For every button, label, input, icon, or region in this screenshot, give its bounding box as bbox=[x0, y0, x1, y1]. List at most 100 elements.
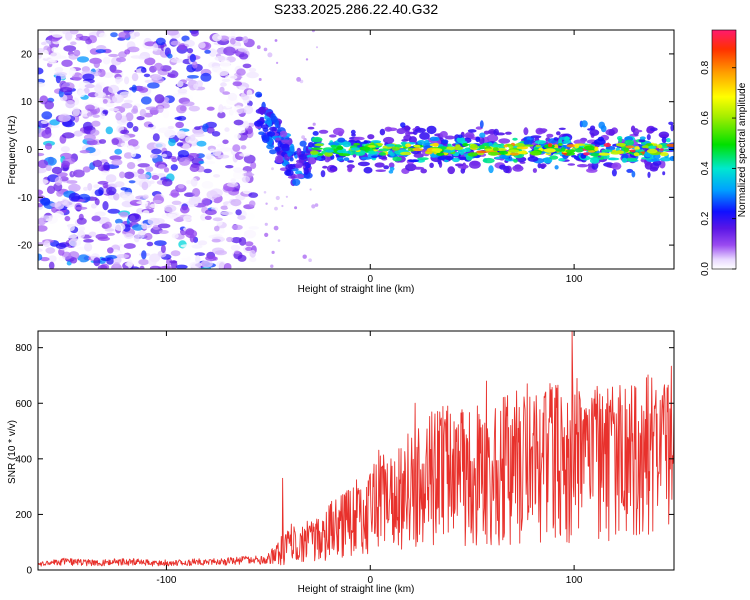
spectrogram-blob bbox=[111, 138, 120, 146]
spectrogram-blob bbox=[125, 112, 134, 122]
spectrogram-blob bbox=[311, 30, 315, 33]
spectrogram-blob bbox=[138, 87, 149, 93]
spectrogram-blob bbox=[170, 40, 181, 46]
spectrogram-blob bbox=[442, 139, 449, 144]
spectrogram-blob bbox=[127, 259, 133, 269]
spectrogram-blob bbox=[419, 132, 430, 140]
spectrogram-blob bbox=[317, 153, 324, 156]
spectrogram-blob bbox=[170, 189, 179, 198]
spectrogram-blob bbox=[38, 189, 44, 196]
spectrogram-blob bbox=[106, 232, 115, 236]
spectrogram-y-label: Frequency (Hz) bbox=[7, 116, 18, 185]
spectrogram-blob bbox=[220, 211, 234, 216]
spectrogram-blob bbox=[274, 206, 278, 211]
spectrogram-blob bbox=[182, 143, 191, 151]
spectrogram-blob bbox=[54, 176, 63, 186]
spectrogram-blob bbox=[119, 211, 129, 218]
spectrogram-blob bbox=[305, 58, 309, 61]
spectrogram-blob bbox=[158, 127, 170, 134]
spectrogram-blob bbox=[625, 157, 638, 162]
spectrogram-blob bbox=[167, 53, 173, 59]
spectrogram-blob bbox=[86, 112, 93, 117]
spectrogram-blob bbox=[196, 140, 207, 147]
spectrogram-blob bbox=[114, 148, 123, 155]
spectrogram-blob bbox=[350, 129, 356, 135]
spectrogram-blob bbox=[144, 232, 153, 241]
spectrogram-blob bbox=[322, 165, 328, 169]
spectrogram-blob bbox=[240, 145, 247, 150]
spectrogram-blob bbox=[629, 149, 636, 153]
spectrogram-blob bbox=[60, 146, 70, 153]
spectrogram-blob bbox=[69, 30, 79, 35]
spectrogram-blob bbox=[548, 143, 553, 148]
spectrogram-blob bbox=[93, 184, 100, 189]
spectrogram-blob bbox=[464, 132, 475, 140]
spectrogram-blob bbox=[532, 168, 538, 173]
spectrogram-blob bbox=[621, 157, 628, 163]
spectrogram-blob bbox=[457, 134, 463, 139]
spectrogram-blob bbox=[389, 166, 395, 171]
spectrogram-blob bbox=[456, 137, 466, 143]
spectrogram-blob bbox=[324, 151, 333, 157]
spectrogram-blob bbox=[498, 138, 511, 144]
spectrogram-blob bbox=[646, 148, 658, 154]
spectrogram-blob bbox=[158, 230, 169, 234]
spectrogram-blob bbox=[170, 164, 178, 171]
spectrogram-blob bbox=[189, 164, 200, 172]
spectrogram-blob bbox=[482, 157, 495, 164]
spectrogram-blob bbox=[192, 188, 201, 197]
spectrogram-blob bbox=[669, 155, 674, 162]
spectrogram-blob bbox=[124, 171, 135, 179]
spectrogram-blob bbox=[383, 165, 390, 170]
spectrogram-blob bbox=[260, 124, 269, 129]
spectrogram-blob bbox=[118, 233, 126, 240]
spectrogram-blob bbox=[127, 46, 140, 53]
spectrogram-blob bbox=[131, 84, 137, 93]
spectrogram-blob bbox=[144, 57, 156, 66]
spectrogram-blob bbox=[212, 149, 222, 157]
spectrogram-blob bbox=[631, 170, 636, 178]
spectrogram-blob bbox=[258, 131, 265, 135]
spectrogram-blob bbox=[141, 181, 149, 191]
spectrogram-blob bbox=[69, 257, 78, 264]
snr-x-tick-label: -100 bbox=[156, 575, 176, 586]
spectrogram-blob bbox=[560, 147, 566, 152]
spectrogram-blob bbox=[611, 169, 617, 177]
spectrogram-blob bbox=[102, 201, 109, 211]
spectrogram-blob bbox=[164, 204, 177, 213]
spectrogram-blob bbox=[130, 148, 137, 158]
spectrogram-blob bbox=[220, 59, 231, 69]
snr-y-tick-label: 800 bbox=[15, 343, 32, 354]
spectrogram-blob bbox=[61, 160, 71, 168]
spectrogram-blob bbox=[115, 76, 123, 83]
spectrogram-blob bbox=[371, 155, 378, 158]
spectrogram-blob bbox=[166, 30, 179, 36]
spectrogram-blob bbox=[135, 131, 144, 138]
spectrogram-blob bbox=[554, 165, 559, 170]
spectrogram-blob bbox=[656, 144, 663, 149]
spectrogram-blob bbox=[583, 152, 590, 156]
spectrogram-blob bbox=[431, 148, 443, 152]
spectrogram-blob bbox=[177, 88, 188, 94]
spectrogram-blob bbox=[355, 140, 361, 144]
spectrogram-blob bbox=[367, 145, 376, 148]
spectrogram-blob bbox=[264, 222, 268, 226]
spectrogram-blob bbox=[281, 204, 284, 208]
snr-y-tick-label: 0 bbox=[26, 566, 32, 577]
spectrogram-blob bbox=[176, 130, 186, 140]
spectrogram-blob bbox=[303, 167, 309, 175]
spectrogram-blob bbox=[220, 205, 229, 210]
spectrogram-blob bbox=[666, 143, 674, 147]
spectrogram-blob bbox=[396, 128, 406, 135]
spectrogram-blob bbox=[527, 156, 539, 162]
spectrogram-blob bbox=[233, 133, 241, 139]
spectrogram-blob bbox=[295, 162, 303, 169]
spectrogram-blob bbox=[78, 226, 86, 232]
spectrogram-blob bbox=[149, 203, 159, 208]
spectrogram-blob bbox=[94, 189, 104, 197]
spectrogram-blob bbox=[198, 42, 206, 49]
spectrogram-blob bbox=[222, 91, 231, 95]
spectrogram-blob bbox=[184, 39, 195, 48]
spectrogram-blob bbox=[183, 118, 195, 124]
spectrogram-blob bbox=[77, 56, 89, 63]
